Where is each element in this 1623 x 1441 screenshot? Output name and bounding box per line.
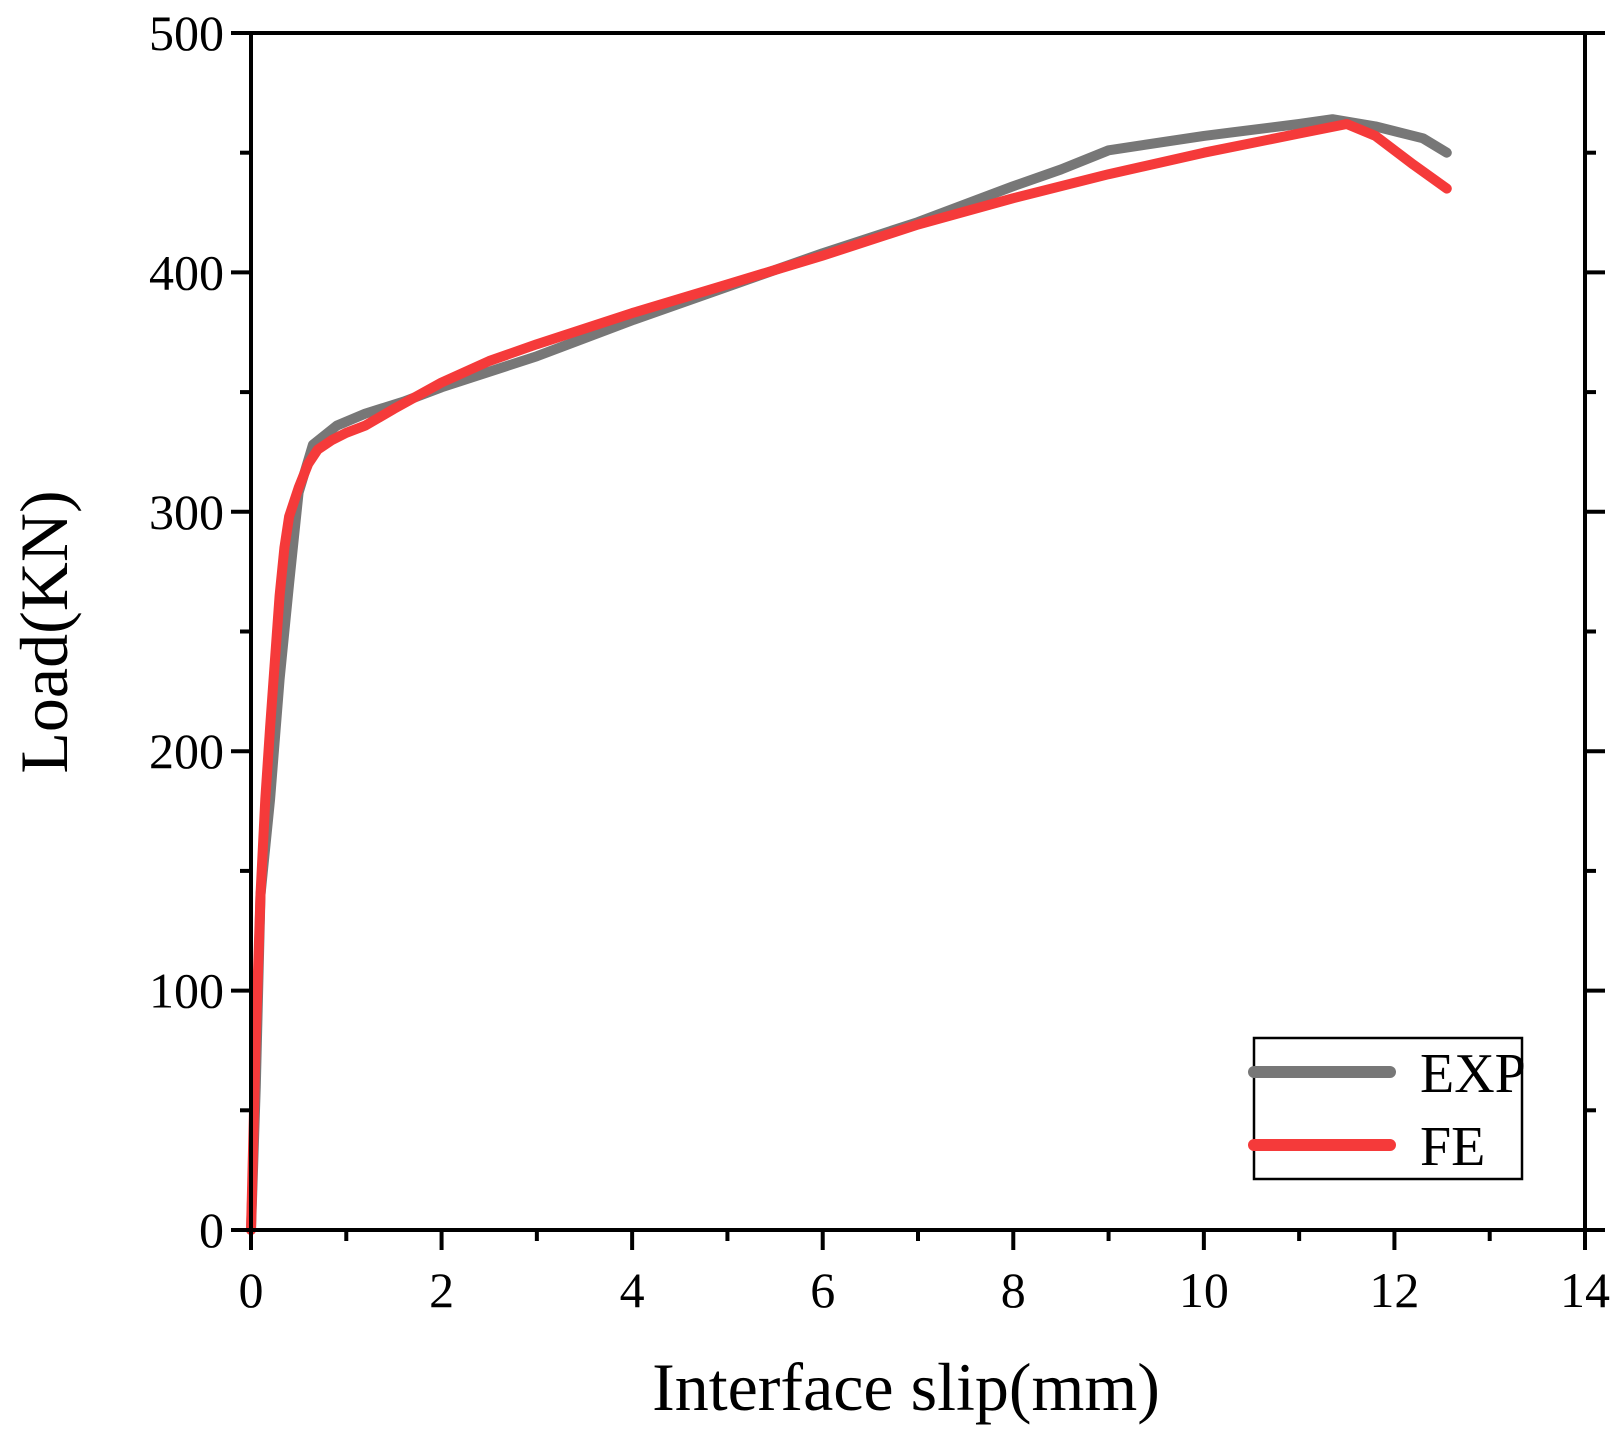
y-tick-label: 300 <box>149 484 224 540</box>
x-tick-label: 8 <box>1001 1262 1026 1318</box>
x-tick-label: 2 <box>429 1262 454 1318</box>
y-tick-label: 0 <box>199 1202 224 1258</box>
plot-frame <box>249 31 1587 1232</box>
series-line-exp <box>246 114 1452 1235</box>
plot-lines <box>246 114 1452 1235</box>
legend-box <box>1252 1036 1524 1181</box>
tick-labels: 0 2 4 6 8 10 12 14 0 100 200 300 400 500 <box>149 5 1610 1318</box>
x-tick-label: 4 <box>620 1262 645 1318</box>
series-line-fe <box>246 119 1452 1235</box>
x-axis-title: Interface slip(mm) <box>652 1349 1160 1425</box>
x-tick-label: 14 <box>1560 1262 1610 1318</box>
y-axis-title: Load(KN) <box>6 490 82 773</box>
x-tick-label: 12 <box>1369 1262 1419 1318</box>
legend-label-exp: EXP <box>1420 1043 1526 1105</box>
legend: EXP FE <box>1248 1036 1526 1181</box>
x-tick-label: 0 <box>239 1262 264 1318</box>
x-tick-label: 6 <box>810 1262 835 1318</box>
y-tick-label: 100 <box>149 963 224 1019</box>
legend-label-fe: FE <box>1420 1116 1485 1178</box>
y-tick-label: 400 <box>149 244 224 300</box>
y-tick-label: 200 <box>149 723 224 779</box>
x-tick-label: 10 <box>1179 1262 1229 1318</box>
y-tick-label: 500 <box>149 5 224 61</box>
